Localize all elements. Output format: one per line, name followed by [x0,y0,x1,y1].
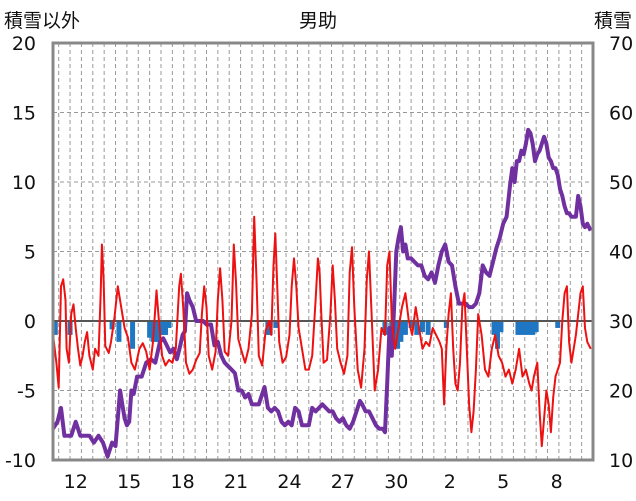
left-axis-label: 積雪以外 [4,10,80,32]
right-tick-label: 70 [609,33,633,55]
left-tick-label: 10 [12,172,36,194]
precipitation-bar [155,321,161,342]
precipitation-bar [498,321,504,333]
precipitation-bar [147,321,153,338]
right-tick-label: 20 [609,381,633,403]
precipitation-bar [163,321,169,335]
precipitation-bar [443,321,449,328]
chart-title: 男助 [299,10,337,32]
left-tick-label: -10 [5,450,36,472]
precipitation-bar [526,321,532,335]
right-tick-label: 50 [609,172,633,194]
precipitation-bar [52,321,58,335]
right-tick-label: 60 [609,103,633,125]
left-axis-ticks: 20 15 10 5 0 -5 -10 [5,33,36,472]
precipitation-bar [414,321,420,335]
precipitation-bar [515,321,521,335]
x-tick-label: 27 [331,471,355,493]
left-tick-label: 5 [24,242,36,264]
precipitation-bar [518,321,524,335]
precipitation-bar [166,321,172,328]
precipitation-bar [495,321,501,349]
x-tick-label: 8 [551,471,563,493]
snow-depth-series [51,127,593,459]
precipitation-bar [530,321,536,335]
precipitation-bar [109,321,115,330]
right-tick-label: 30 [609,311,633,333]
left-tick-label: 20 [12,33,36,55]
left-tick-label: 15 [12,103,36,125]
precipitation-bar [491,321,497,335]
x-tick-label: 21 [224,471,248,493]
x-tick-label: 30 [384,471,408,493]
x-tick-label: 12 [64,471,88,493]
right-tick-label: 10 [609,450,633,472]
precipitation-bar [402,321,408,335]
x-tick-label: 5 [497,471,509,493]
precipitation-bar [408,321,414,328]
precipitation-bar [522,321,528,335]
temperature-series [52,215,592,448]
precipitation-bar [425,321,431,335]
x-tick-label: 2 [444,471,456,493]
grid [53,43,593,460]
x-tick-label: 18 [171,471,195,493]
precipitation-bar [555,321,561,328]
precipitation-bar [116,321,122,342]
precipitation-bar [130,321,136,349]
precipitation-bar [419,321,425,333]
left-tick-label: -5 [17,381,36,403]
precipitation-bar [398,321,404,342]
precipitation-bar [533,321,539,333]
precipitation-bar [273,321,279,328]
x-axis-ticks: 12 15 18 21 24 27 30 2 5 8 [64,471,563,493]
x-tick-label: 24 [277,471,301,493]
right-axis-ticks: 70 60 50 40 30 20 10 [609,33,633,472]
right-tick-label: 40 [609,242,633,264]
left-tick-label: 0 [24,311,36,333]
right-axis-label: 積雪 [594,10,632,32]
plot-frame [51,41,595,462]
x-tick-label: 15 [117,471,141,493]
